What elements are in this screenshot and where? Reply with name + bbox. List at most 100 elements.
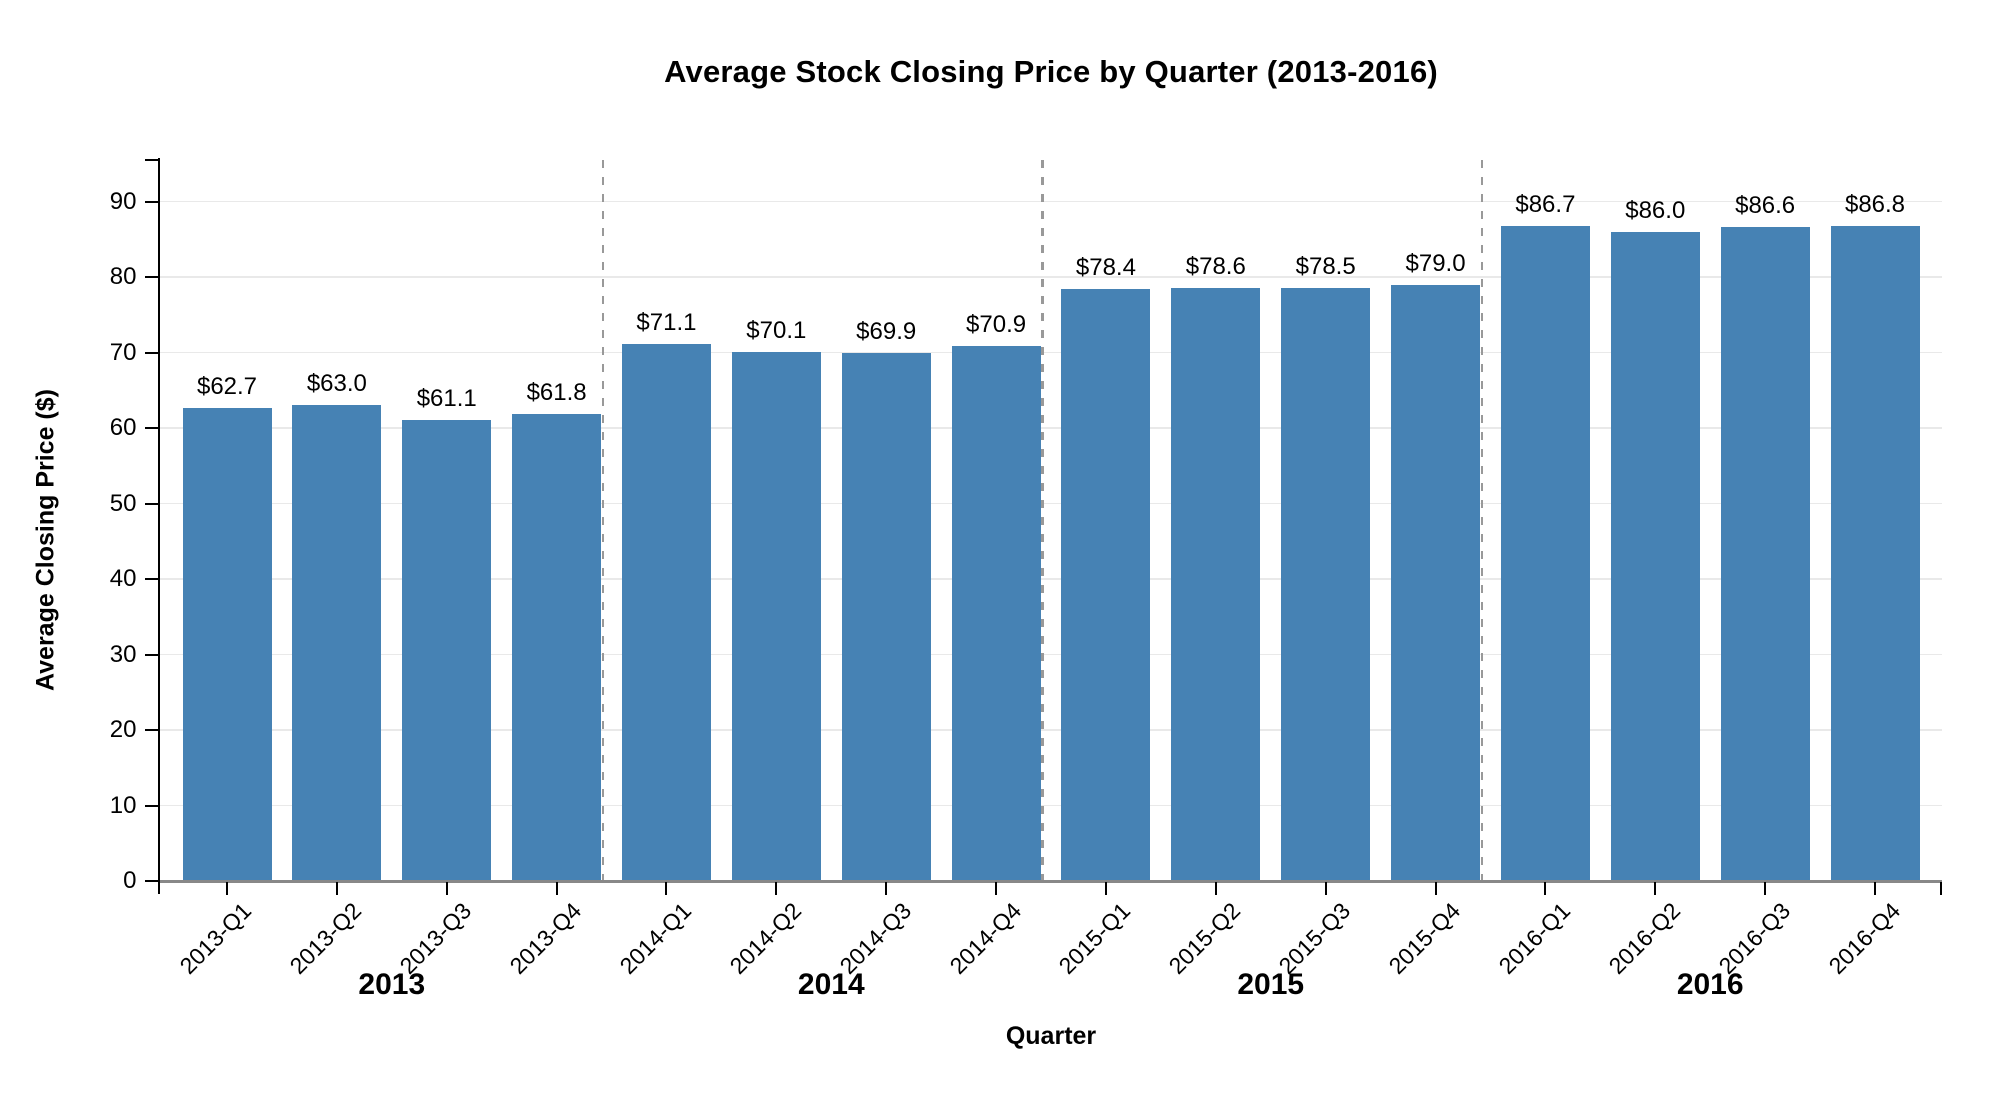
x-tick-label: 2013-Q2 [284,897,367,979]
bar-2014-Q3 [841,353,931,881]
bar-value-label: $61.8 [526,379,587,407]
bar-2014-Q1 [621,344,711,881]
x-tick [1764,882,1767,895]
bar-value-label: $71.1 [636,309,697,337]
bar-value-label: $78.5 [1295,253,1356,281]
y-tick [144,653,158,656]
gridline [160,653,1942,656]
bar-2013-Q1 [182,407,272,881]
gridline [160,351,1942,354]
x-tick-label: 2013-Q3 [394,897,477,979]
x-tick [226,882,228,895]
x-tick [995,882,998,895]
y-tick [144,502,158,505]
bar-value-label: $70.1 [746,316,807,344]
bar-value-label: $70.9 [966,310,1027,338]
y-tick [144,427,158,430]
gridline [160,427,1942,429]
y-tick-label: 50 [109,489,137,517]
x-tick-label: 2015-Q2 [1163,897,1246,979]
bar-value-label: $78.4 [1075,254,1136,282]
bar-2013-Q2 [292,405,382,881]
y-tick-label: 70 [109,338,137,366]
y-tick [144,578,158,580]
y-tick [144,804,158,807]
bar-2015-Q2 [1171,287,1261,881]
x-tick-label: 2016-Q3 [1713,897,1795,979]
year-separator [1041,160,1044,881]
x-tick [665,882,668,895]
bar-2016-Q4 [1830,225,1920,881]
y-tick-label: 30 [109,640,137,668]
year-separator [601,160,605,881]
x-tick [885,882,888,895]
bar-value-label: $86.8 [1844,190,1906,218]
x-tick-label: 2014-Q3 [834,897,916,979]
bar-value-label: $69.9 [856,318,917,346]
bar-value-label: $63.0 [306,370,367,398]
y-axis-line [157,158,160,894]
x-tick-label: 2015-Q1 [1053,897,1136,979]
bar-value-label: $78.6 [1185,252,1246,280]
year-label-2013: 2013 [358,968,426,1001]
x-tick-label: 2016-Q2 [1603,897,1685,979]
x-tick [1214,882,1217,895]
x-tick [335,882,338,895]
bar-value-label: $79.0 [1405,249,1466,277]
year-label-2015: 2015 [1237,968,1305,1001]
y-axis-end-tick [144,159,158,161]
x-axis-title: Quarter [1005,1022,1097,1050]
y-tick-label: 40 [109,565,137,592]
x-axis-end-tick [1940,882,1942,895]
x-tick-label: 2013-Q1 [174,897,257,979]
y-tick-label: 60 [109,414,137,442]
year-separator [1480,160,1484,881]
x-tick-label: 2013-Q4 [504,897,587,979]
x-tick [445,882,448,895]
bar-2015-Q3 [1281,288,1371,881]
gridline [160,804,1942,807]
y-tick-label: 80 [109,263,137,291]
bar-value-label: $62.7 [196,372,258,400]
bar-2016-Q2 [1610,231,1700,881]
x-tick [1544,882,1547,895]
y-tick [144,351,158,354]
x-tick [1324,882,1327,895]
y-tick-label: 0 [123,867,137,894]
x-tick [555,882,558,895]
bar-value-label: $86.6 [1735,192,1796,220]
bar-2014-Q2 [731,351,821,881]
gridline [160,276,1942,278]
gridline [160,200,1942,203]
x-tick-label: 2015-Q4 [1383,897,1466,979]
x-tick-label: 2016-Q1 [1493,897,1576,979]
year-label-2016: 2016 [1676,968,1744,1001]
x-axis-line [159,880,1942,883]
bar-value-label: $61.1 [416,384,477,412]
bar-value-label: $86.0 [1625,196,1686,224]
gridline [160,729,1942,731]
bar-2016-Q3 [1720,227,1810,881]
chart-title: Average Stock Closing Price by Quarter (… [664,54,1438,89]
bar-2013-Q4 [512,414,602,881]
y-tick-label: 10 [109,791,137,819]
x-tick-label: 2014-Q4 [944,897,1026,979]
gridline [160,578,1942,580]
x-tick-label: 2016-Q4 [1823,897,1905,979]
y-tick-label: 20 [109,716,137,743]
gridline [160,502,1942,505]
x-tick [1434,882,1437,895]
bar-value-label: $86.7 [1515,191,1576,219]
bar-2015-Q4 [1391,284,1481,881]
x-tick [1874,882,1876,895]
x-tick [1654,882,1657,895]
x-tick [1104,882,1107,895]
year-label-2014: 2014 [797,968,865,1001]
y-tick-label: 90 [109,187,137,215]
y-tick [144,276,158,279]
y-tick [144,880,158,882]
bar-2016-Q1 [1500,226,1590,881]
bar-2014-Q4 [951,345,1041,881]
x-tick [775,882,778,895]
